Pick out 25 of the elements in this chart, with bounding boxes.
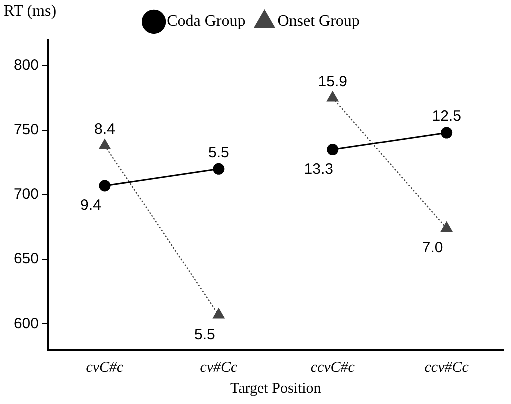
annotation: 5.5: [194, 326, 216, 344]
y-tick-label: 600: [14, 315, 39, 332]
legend-label: Coda Group: [167, 13, 246, 30]
x-tick-label: ccv#Cc: [424, 360, 470, 376]
x-tick-label: cv#Cc: [200, 360, 238, 376]
annotation: 12.5: [432, 108, 462, 126]
annotation: 8.4: [94, 121, 116, 138]
y-tick-label: 650: [14, 250, 39, 268]
y-tick-label: 700: [14, 186, 39, 204]
point: [99, 180, 111, 192]
y-tick-label: 800: [14, 56, 39, 74]
annotation: 9.4: [80, 197, 102, 214]
x-tick-label: cvC#c: [86, 360, 124, 376]
y-axis-title: RT (ms): [4, 3, 57, 20]
legend-label: Onset Group: [278, 13, 360, 30]
annotation: 7.0: [422, 240, 444, 257]
point: [213, 163, 225, 175]
x-axis-title: Target Position: [230, 380, 322, 397]
annotation: 15.9: [318, 73, 348, 90]
y-tick-label: 750: [14, 122, 39, 139]
annotation: 5.5: [208, 144, 230, 162]
annotation: 13.3: [304, 160, 334, 178]
point: [327, 144, 339, 156]
x-tick-label: ccvC#c: [310, 360, 356, 376]
point: [441, 127, 453, 139]
